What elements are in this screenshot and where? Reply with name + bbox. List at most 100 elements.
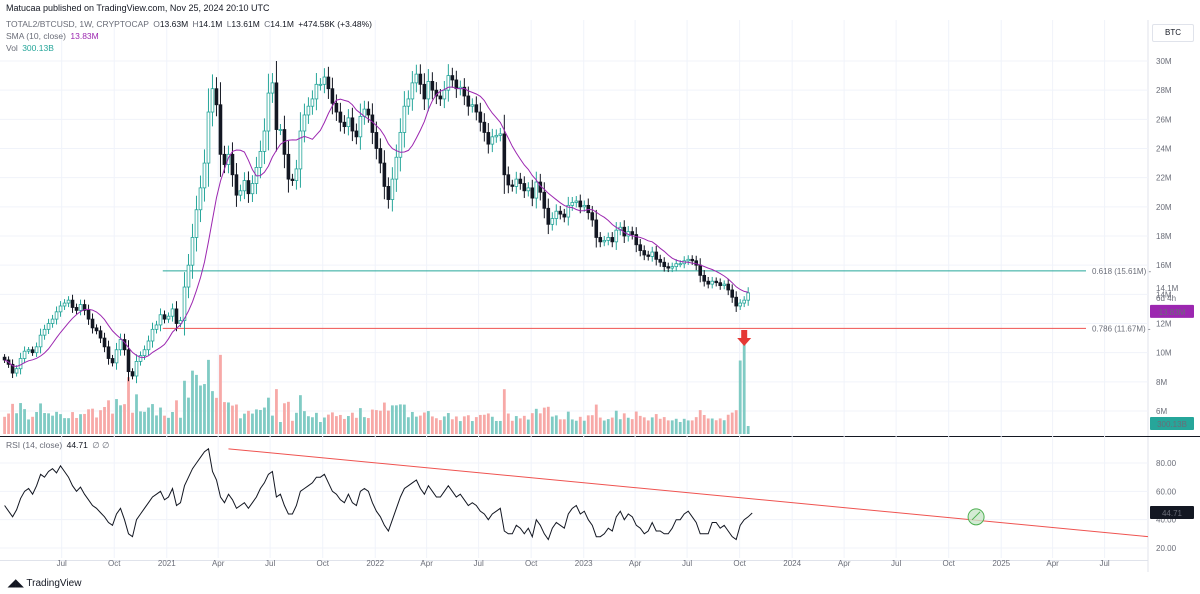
candle-body [642,250,647,256]
candle-body [414,73,419,84]
candle-body [330,88,335,104]
volume-bar [446,413,450,434]
candle-body [342,121,347,128]
candle-body [602,239,607,243]
time-tick-label: 2021 [158,559,176,568]
candle-body [86,309,91,320]
candle-body [706,280,711,285]
currency-badge[interactable]: BTC [1152,24,1194,42]
candle-body [22,350,27,359]
volume-bar [422,412,426,434]
volume-bar [27,419,30,434]
tradingview-logo[interactable]: ◢◣ TradingView [8,578,81,589]
rsi-legend[interactable]: RSI (14, close) 44.71 ∅ ∅ [6,440,109,451]
candle-body [206,111,211,164]
candle-body [150,328,155,342]
volume-bar [518,418,522,434]
candle-body [382,162,387,187]
volume-bar [470,421,474,434]
volume-bar [426,411,430,434]
candle-body [186,264,191,288]
volume-bar [706,418,710,434]
volume-bar [566,411,570,434]
price-tick-label: 20M [1156,203,1172,212]
time-tick-label: Jul [682,559,692,568]
volume-bar [554,415,558,434]
volume-bar [510,420,514,434]
down-arrow-shaft [741,330,748,338]
candle-body [370,114,375,133]
candle-body [110,358,115,364]
price-tick-label: 8M [1156,378,1167,387]
vol-legend[interactable]: Vol 300.13B [6,43,54,53]
volume-bar [275,389,278,434]
candle-body [278,129,283,131]
volume-bar [123,404,126,434]
fib-level-label: 0.786 (11.67M) - [1092,324,1151,333]
candle-body [182,286,187,321]
volume-bar [498,420,502,434]
volume-bar [614,410,618,434]
volume-bar [438,420,442,434]
candle-body [258,151,263,168]
volume-bar [418,415,422,434]
time-tick-label: Jul [891,559,901,568]
vol-value: 300.13B [22,43,54,53]
candle-body [54,311,59,320]
volume-bar [542,407,546,434]
sma-legend[interactable]: SMA (10, close) 13.83M [6,31,99,41]
candle-body [694,260,699,266]
volume-bar [39,403,42,434]
symbol-legend[interactable]: TOTAL2/BTCUSD, 1W, CRYPTOCAP O13.63M H14… [6,19,372,29]
volume-bar [143,411,146,434]
volume-bar [119,405,122,434]
candle-body [358,116,363,138]
candle-body [166,315,171,320]
time-tick-label: Apr [838,559,851,568]
candle-body [374,132,379,149]
price-tick-label: 26M [1156,115,1172,124]
time-tick-label: Apr [212,559,225,568]
volume-bar [534,408,538,434]
candle-body [126,349,131,373]
volume-bar [430,416,434,434]
candle-body [142,349,147,356]
volume-bar [350,412,354,434]
candle-body [590,212,595,221]
candle-body [722,283,727,286]
volume-bar [51,415,54,434]
candle-body [194,209,199,238]
volume-bar [35,412,38,434]
candle-body [530,187,535,199]
candle-body [454,79,459,90]
volume-bar [718,418,722,434]
volume-bar [386,410,390,434]
candle-body [378,148,383,164]
high-label: H [192,19,199,29]
publisher-line: Matucaa published on TradingView.com, No… [6,3,270,13]
volume-bar [742,334,746,434]
candle-body [350,117,355,132]
candle-body [438,95,443,100]
volume-bar [315,412,318,434]
candle-body [474,104,479,113]
volume-bar [15,413,18,434]
candle-body [50,318,55,324]
candle-body [546,207,551,225]
candle-body [138,355,143,362]
candle-body [130,371,135,377]
volume-bar [654,414,658,434]
candle-body [398,132,403,158]
volume-bar [47,413,50,434]
candle-body [2,356,7,361]
volume-bar [398,404,402,434]
candle-body [554,210,559,219]
volume-bar [642,417,646,434]
volume-bar [490,416,494,434]
down-arrow-icon [737,338,752,346]
volume-bar [207,359,210,434]
candle-body [226,153,231,165]
candle-body [406,98,411,107]
volume-bar [358,408,362,434]
